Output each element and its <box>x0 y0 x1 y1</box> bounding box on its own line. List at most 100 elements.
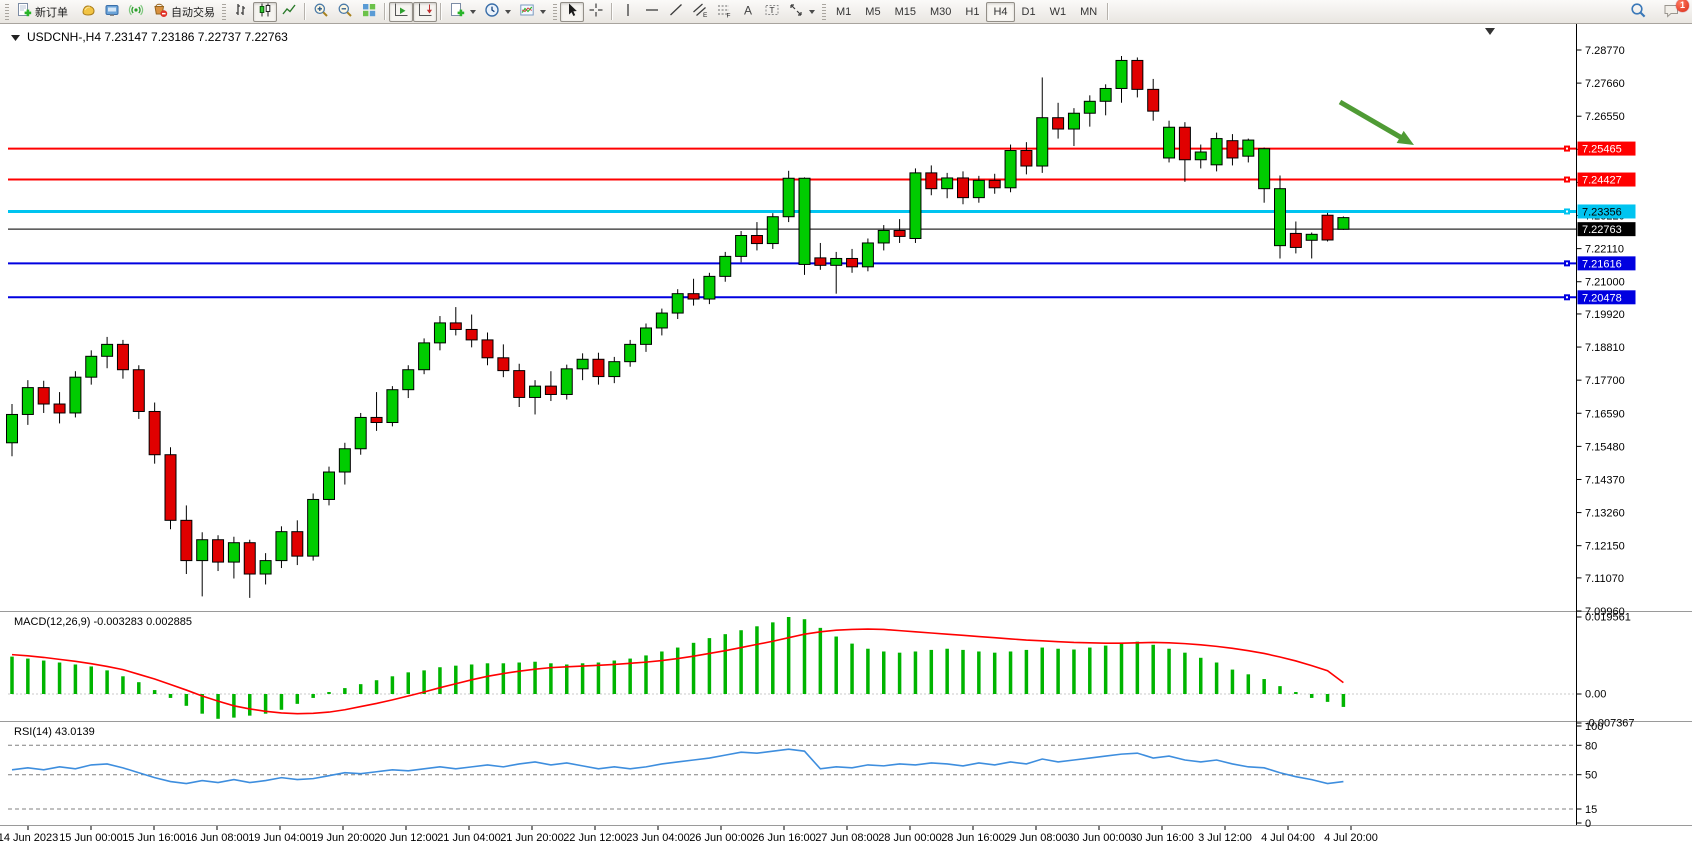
bar-chart-icon <box>233 2 249 21</box>
periods-button[interactable] <box>480 2 515 22</box>
timeframe-button-MN[interactable]: MN <box>1080 5 1098 18</box>
candlestick-chart-button[interactable] <box>253 1 277 22</box>
svg-text:7.11070: 7.11070 <box>1585 573 1624 585</box>
text-a-icon: A <box>740 2 756 21</box>
svg-text:15: 15 <box>1585 804 1597 816</box>
auto-scroll-button[interactable] <box>389 1 413 22</box>
svg-text:15 Jun 16:00: 15 Jun 16:00 <box>122 832 186 844</box>
group-drag-handle[interactable] <box>222 3 226 20</box>
horizontal-line-button[interactable] <box>640 2 664 22</box>
timeframe-button-M30[interactable]: M30 <box>929 5 952 18</box>
indicators-button[interactable] <box>445 2 480 22</box>
periods-caret-icon <box>505 9 511 14</box>
fibonacci-icon: F <box>716 2 732 21</box>
main-toolbar: 新订单 自动交易 <box>0 0 1692 24</box>
chart-canvas[interactable]: 7.287707.276607.265507.254407.243307.232… <box>0 24 1692 848</box>
svg-text:14 Jun 2023: 14 Jun 2023 <box>0 832 58 844</box>
templates-button[interactable] <box>515 2 550 22</box>
vertical-line-button[interactable] <box>616 2 640 22</box>
new-order-button[interactable]: 新订单 <box>12 2 72 22</box>
horizontal-line-icon <box>644 2 660 21</box>
zoom-out-button[interactable] <box>333 2 357 22</box>
svg-text:RSI(14) 43.0139: RSI(14) 43.0139 <box>14 726 95 738</box>
svg-text:19 Jun 20:00: 19 Jun 20:00 <box>311 832 375 844</box>
annotation-arrow <box>1338 99 1405 142</box>
svg-text:7.24427: 7.24427 <box>1582 175 1622 187</box>
timeframe-group: M1 M5 M15 M30 H1 H4 D1 W1 MN <box>829 1 1104 22</box>
zoom-in-icon <box>313 2 329 21</box>
market-watch-button[interactable] <box>76 2 100 22</box>
svg-text:7.09960: 7.09960 <box>1585 606 1625 618</box>
community-button[interactable] <box>100 2 124 22</box>
svg-text:7.15480: 7.15480 <box>1585 441 1625 453</box>
svg-text:0: 0 <box>1585 818 1591 830</box>
svg-text:4 Jul 20:00: 4 Jul 20:00 <box>1324 832 1378 844</box>
svg-text:7.23356: 7.23356 <box>1582 206 1622 218</box>
svg-text:27 Jun 08:00: 27 Jun 08:00 <box>815 832 879 844</box>
text-button[interactable]: A <box>736 2 760 22</box>
line-chart-button[interactable] <box>277 2 301 22</box>
svg-text:7.19920: 7.19920 <box>1585 309 1625 321</box>
timeframe-button-W1[interactable]: W1 <box>1049 5 1067 18</box>
timeframe-button-M15[interactable]: M15 <box>894 5 916 18</box>
bar-chart-button[interactable] <box>229 2 253 22</box>
zoom-in-button[interactable] <box>309 2 333 22</box>
shift-marker-icon <box>1485 28 1495 35</box>
equidistant-channel-icon: E <box>692 2 708 21</box>
svg-text:7.17700: 7.17700 <box>1585 375 1625 387</box>
toolbar-drag-handle[interactable] <box>5 3 9 20</box>
templates-caret-icon <box>540 9 546 14</box>
group-drag-handle[interactable] <box>553 3 557 20</box>
crosshair-button[interactable] <box>584 2 608 22</box>
timeframe-button-M1[interactable]: M1 <box>836 5 852 18</box>
autotrade-button[interactable]: 自动交易 <box>148 2 219 22</box>
svg-text:0.019561: 0.019561 <box>1585 612 1631 624</box>
crosshair-icon <box>588 2 604 21</box>
svg-text:A: A <box>744 4 752 18</box>
new-order-label: 新订单 <box>35 6 68 19</box>
equidistant-channel-button[interactable]: E <box>688 2 712 22</box>
arrows-icon <box>788 2 804 21</box>
svg-text:7.22110: 7.22110 <box>1585 244 1624 256</box>
svg-text:30 Jun 16:00: 30 Jun 16:00 <box>1130 832 1194 844</box>
market-watch-icon <box>80 2 96 21</box>
trendline-button[interactable] <box>664 2 688 22</box>
svg-text:7.14370: 7.14370 <box>1585 474 1625 486</box>
svg-text:-0.007367: -0.007367 <box>1585 717 1635 729</box>
timeframe-button-M5[interactable]: M5 <box>865 5 881 18</box>
arrows-button[interactable] <box>784 2 819 22</box>
svg-text:7.21000: 7.21000 <box>1585 277 1625 289</box>
search-button[interactable] <box>1626 2 1651 22</box>
svg-text:7.12150: 7.12150 <box>1585 541 1625 553</box>
svg-text:7.18810: 7.18810 <box>1585 342 1625 354</box>
fibonacci-button[interactable]: F <box>712 2 736 22</box>
svg-text:3 Jul 12:00: 3 Jul 12:00 <box>1198 832 1252 844</box>
text-label-icon: T <box>764 2 780 21</box>
chart-shift-icon <box>417 2 433 21</box>
indicators-caret-icon <box>470 9 476 14</box>
svg-text:28 Jun 16:00: 28 Jun 16:00 <box>941 832 1005 844</box>
svg-text:50: 50 <box>1585 770 1597 782</box>
svg-text:7.16590: 7.16590 <box>1585 408 1625 420</box>
chart-shift-button[interactable] <box>413 1 437 22</box>
timeframe-button-H4[interactable]: H4 <box>986 1 1015 22</box>
candles-layer <box>6 55 1350 598</box>
notification-badge: 1 <box>1676 0 1689 12</box>
tile-windows-icon <box>361 2 377 21</box>
tile-windows-button[interactable] <box>357 2 381 22</box>
autotrade-icon <box>152 2 168 21</box>
svg-text:4 Jul 04:00: 4 Jul 04:00 <box>1261 832 1315 844</box>
svg-text:E: E <box>703 12 708 18</box>
autotrade-label: 自动交易 <box>171 6 215 19</box>
svg-text:19 Jun 04:00: 19 Jun 04:00 <box>248 832 312 844</box>
svg-text:20 Jun 12:00: 20 Jun 12:00 <box>374 832 438 844</box>
signals-button[interactable] <box>124 2 148 22</box>
timeframe-button-H1[interactable]: H1 <box>965 5 980 18</box>
text-label-button[interactable]: T <box>760 2 784 22</box>
group-drag-handle[interactable] <box>822 3 826 20</box>
timeframe-button-D1[interactable]: D1 <box>1021 5 1036 18</box>
cursor-button[interactable] <box>560 1 584 22</box>
notifications-button[interactable]: 1 <box>1659 0 1689 22</box>
svg-text:16 Jun 08:00: 16 Jun 08:00 <box>185 832 249 844</box>
zoom-out-icon <box>337 2 353 21</box>
